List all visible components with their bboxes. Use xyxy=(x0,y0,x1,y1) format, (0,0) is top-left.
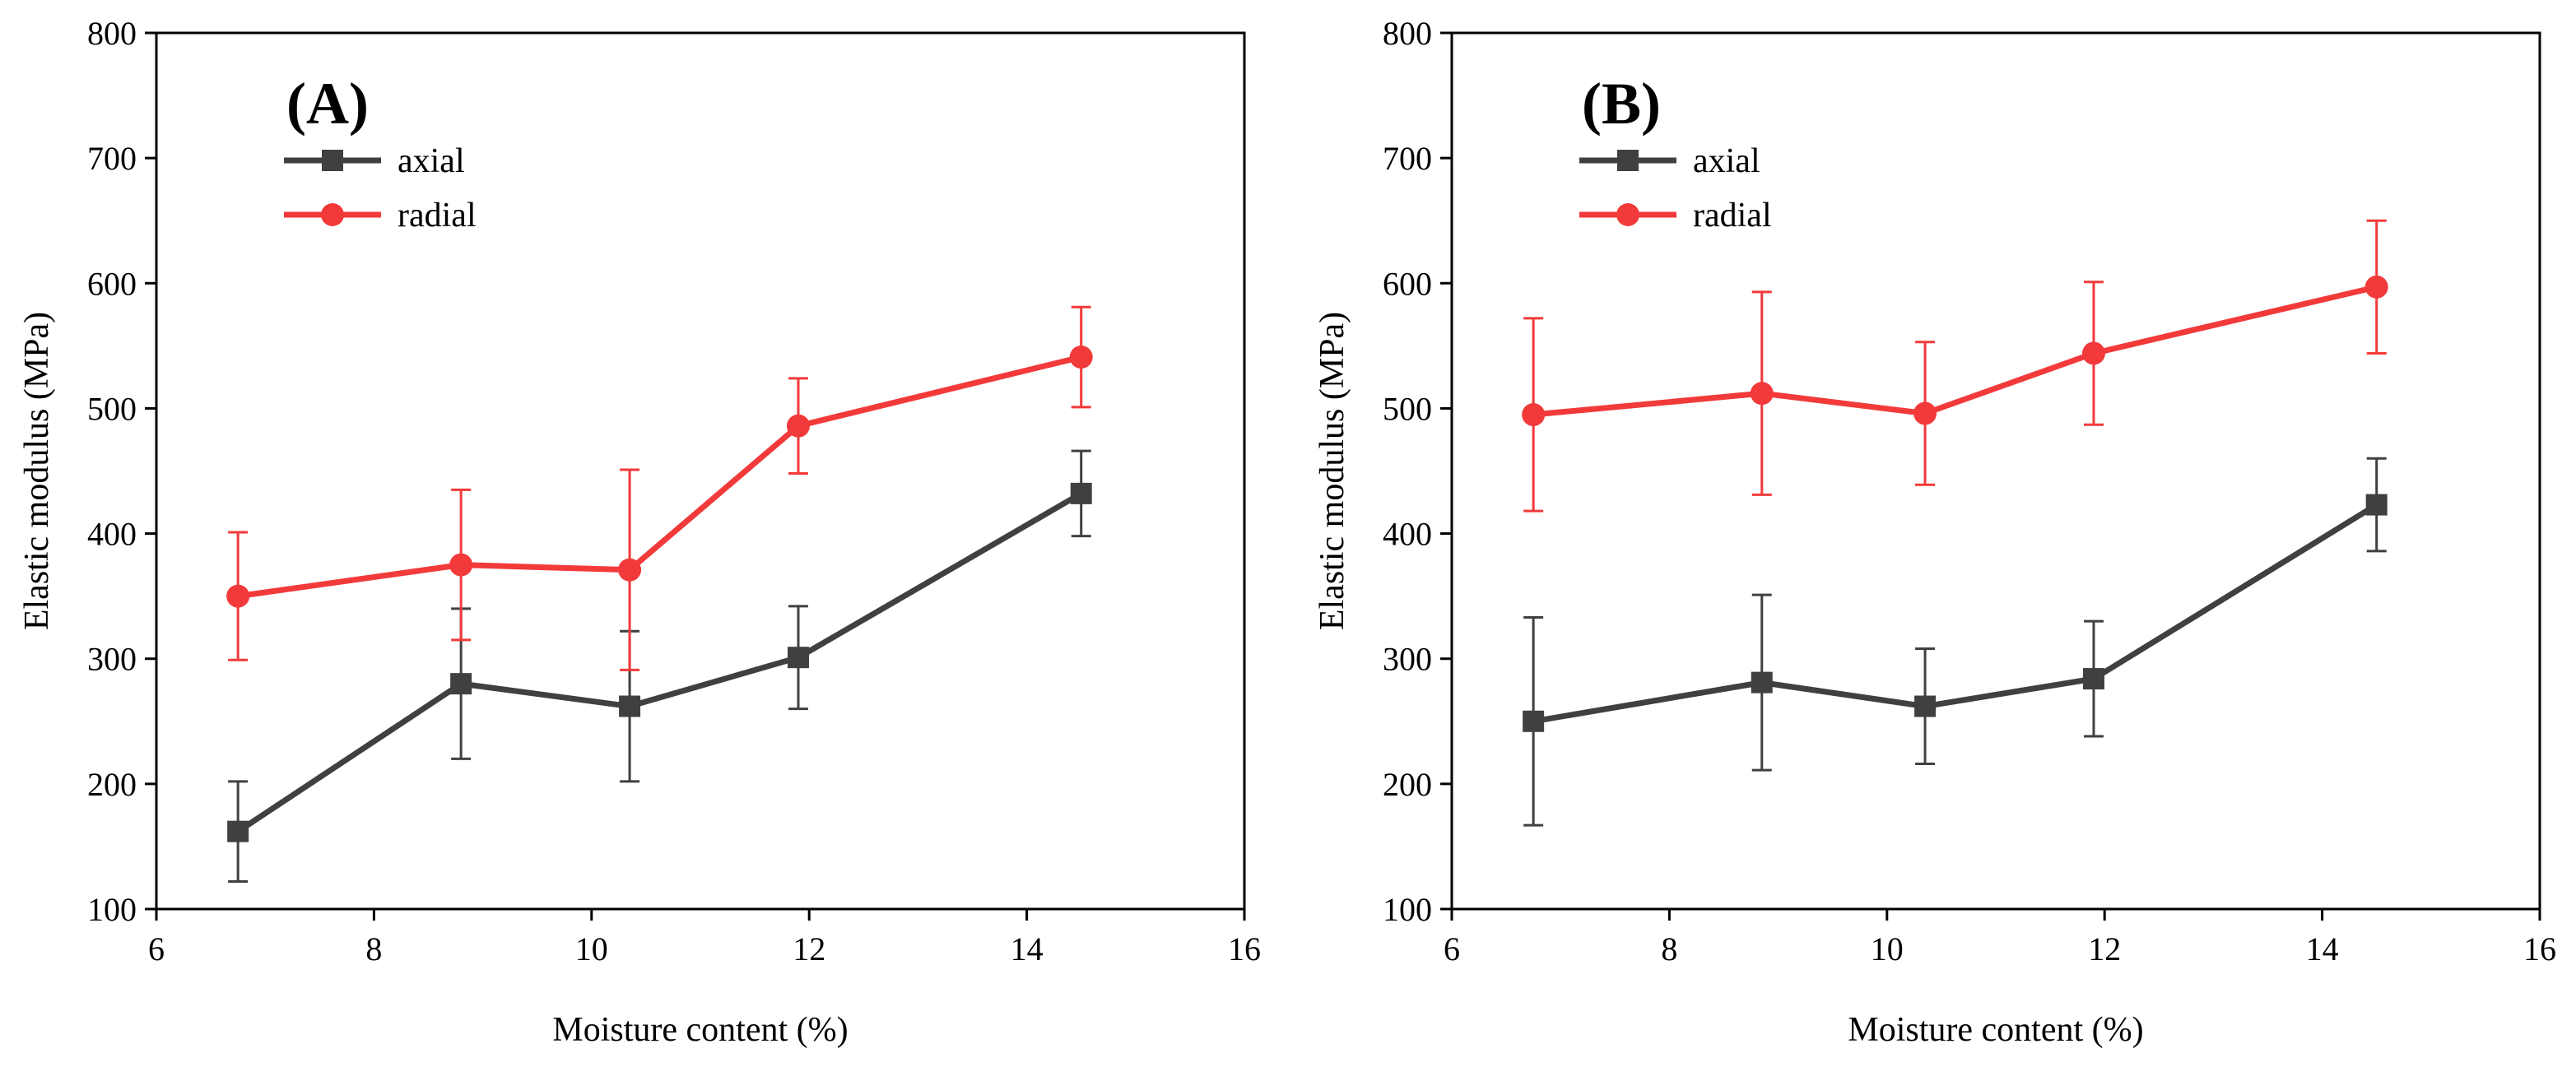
legend-label: radial xyxy=(398,197,477,234)
panel-b: 6 8 10 12 14 16 100 200 300 400 500 600 700 800 Moistu… xyxy=(1314,15,2556,1049)
panel-label: (B) xyxy=(1582,71,1661,137)
legend-entry-radial: radial xyxy=(1579,197,1772,234)
y-tick-label: 200 xyxy=(1383,766,1432,803)
x-axis-title: Moisture content (%) xyxy=(1848,1011,2143,1049)
x-tick-label: 16 xyxy=(2523,930,2556,967)
y-axis-title: Elastic modulus (MPa) xyxy=(18,312,56,630)
data-point xyxy=(1914,695,1937,717)
y-tick-label: 400 xyxy=(1383,516,1432,553)
data-point xyxy=(2082,668,2104,690)
x-tick-label: 10 xyxy=(1871,930,1904,967)
x-tick-label: 12 xyxy=(793,930,825,967)
panel-label: (A) xyxy=(286,71,369,137)
data-point xyxy=(1750,382,1774,406)
legend-marker xyxy=(1616,203,1639,226)
data-point xyxy=(1522,403,1546,427)
legend-marker xyxy=(1617,150,1639,171)
data-point xyxy=(2364,275,2388,299)
data-point xyxy=(1069,346,1093,369)
legend-entry-axial: axial xyxy=(1579,142,1760,180)
data-point xyxy=(618,558,642,582)
legend-entry-axial: axial xyxy=(284,142,465,180)
x-tick-label: 8 xyxy=(365,930,382,967)
y-tick-label: 100 xyxy=(1383,891,1432,928)
x-tick-label: 8 xyxy=(1661,930,1677,967)
y-tick-label: 500 xyxy=(1383,390,1432,427)
plot-frame xyxy=(1450,31,2541,911)
series-axial xyxy=(1523,457,2388,827)
data-point xyxy=(1913,401,1937,425)
y-tick-label: 100 xyxy=(87,891,137,928)
series-axial xyxy=(227,449,1092,884)
series-radial xyxy=(226,305,1093,671)
legend-entry-radial: radial xyxy=(284,197,477,234)
y-tick-label: 300 xyxy=(87,641,137,678)
y-tick-label: 500 xyxy=(87,390,137,427)
series-radial xyxy=(1522,219,2388,513)
legend-label: axial xyxy=(398,142,465,180)
data-point xyxy=(449,553,473,577)
data-point xyxy=(226,584,250,608)
x-tick-label: 12 xyxy=(2088,930,2121,967)
data-point xyxy=(1523,710,1545,732)
data-point xyxy=(227,820,249,842)
legend-label: axial xyxy=(1693,142,1760,180)
y-tick-label: 800 xyxy=(87,15,137,52)
y-tick-label: 600 xyxy=(87,265,137,302)
y-tick-label: 800 xyxy=(1383,15,1432,52)
y-axis-title: Elastic modulus (MPa) xyxy=(1314,312,1351,630)
data-point xyxy=(1751,671,1773,694)
x-tick-label: 16 xyxy=(1228,930,1261,967)
x-tick-label: 14 xyxy=(1011,930,1044,967)
data-point xyxy=(619,695,641,717)
y-tick-label: 700 xyxy=(1383,140,1432,177)
legend-marker xyxy=(322,150,343,171)
data-point xyxy=(1070,482,1092,504)
x-tick-label: 10 xyxy=(575,930,608,967)
data-point xyxy=(450,673,472,695)
data-point xyxy=(2365,494,2388,516)
y-tick-label: 200 xyxy=(87,766,137,803)
panel-a: 6 8 10 12 14 16 100 200 300 400 500 600 700 800 Moistu… xyxy=(18,15,1261,1049)
y-tick-label: 300 xyxy=(1383,641,1432,678)
x-tick-label: 14 xyxy=(2306,930,2339,967)
data-point xyxy=(786,414,810,438)
data-point xyxy=(2081,341,2105,365)
y-tick-label: 600 xyxy=(1383,265,1432,302)
legend-marker xyxy=(321,203,344,226)
x-tick-label: 6 xyxy=(1444,930,1460,967)
y-tick-label: 400 xyxy=(87,516,137,553)
y-tick-label: 700 xyxy=(87,140,137,177)
x-axis-title: Moisture content (%) xyxy=(552,1011,848,1049)
series-line xyxy=(1532,502,2378,725)
plot-frame xyxy=(155,31,1246,911)
x-tick-label: 6 xyxy=(148,930,165,967)
data-point xyxy=(787,647,809,669)
legend-label: radial xyxy=(1693,197,1772,234)
series-line xyxy=(237,354,1082,600)
series-line xyxy=(1532,284,2378,418)
